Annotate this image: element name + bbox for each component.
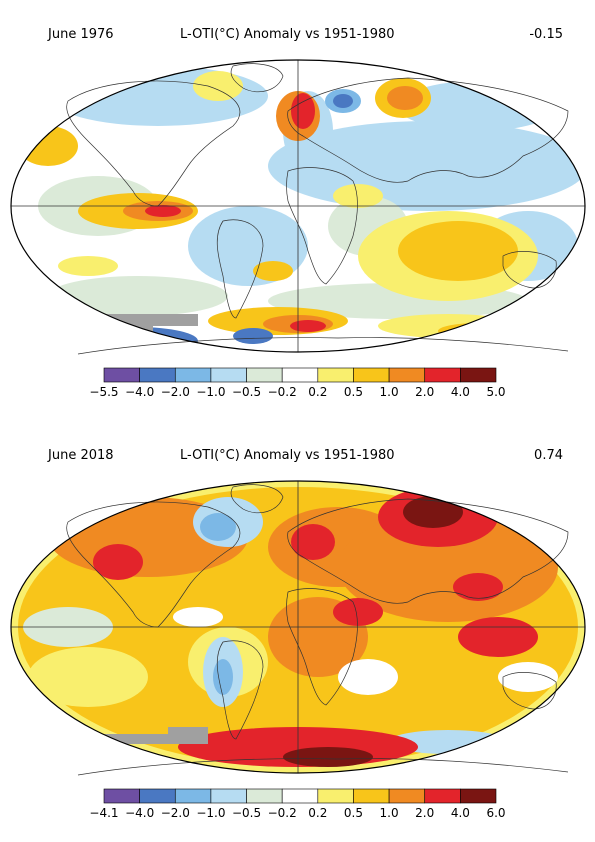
colorbar-swatch: [174, 788, 212, 804]
colorbar-swatches: [103, 788, 497, 804]
colorbar-swatch: [460, 788, 497, 804]
colorbar-swatch: [174, 367, 212, 383]
map-panel-june-2018: June 2018 L-OTI(°C) Anomaly vs 1951-1980…: [0, 421, 595, 842]
panel-date: June 2018: [48, 448, 114, 463]
colorbar: −5.5 −4.0 −2.0 −1.0 −0.5 −0.2 0.2 0.5 1.0 2.0 4.0 5…: [89, 367, 506, 399]
colorbar-tick-label: −5.5: [89, 385, 118, 399]
coastlines: [66, 63, 569, 355]
colorbar-tick-label: −0.2: [268, 806, 297, 820]
colorbar-swatch: [424, 788, 461, 804]
map-border: [10, 59, 586, 353]
colorbar-tick-label: −2.0: [161, 385, 190, 399]
colorbar-swatch: [246, 367, 283, 383]
colorbar-tick-label: 0.5: [344, 385, 363, 399]
colorbar-tick-label: −4.0: [125, 806, 154, 820]
colorbar-swatch: [139, 788, 176, 804]
panel-title: L-OTI(°C) Anomaly vs 1951-1980: [180, 27, 395, 42]
colorbar-tick-label: −0.5: [232, 385, 261, 399]
colorbar-tick-label: 2.0: [415, 806, 434, 820]
colorbar-tick-label: 5.0: [486, 385, 505, 399]
colorbar-tick-label: 0.5: [344, 806, 363, 820]
colorbar-swatch: [317, 367, 354, 383]
colorbar-swatch: [388, 367, 426, 383]
colorbar-swatch: [139, 367, 176, 383]
colorbar-swatch: [103, 367, 140, 383]
colorbar-tick-label: −1.0: [196, 806, 225, 820]
colorbar-tick-labels: −4.1 −4.0 −2.0 −1.0 −0.5 −0.2 0.2 0.5 1.0 2.0 4.0 6…: [89, 806, 505, 820]
map-panel-june-1976: June 1976 L-OTI(°C) Anomaly vs 1951-1980…: [10, 27, 586, 399]
colorbar-tick-label: 4.0: [451, 385, 470, 399]
colorbar-tick-label: 0.2: [308, 806, 327, 820]
colorbar-tick-label: 2.0: [415, 385, 434, 399]
colorbar-tick-label: −0.2: [268, 385, 297, 399]
colorbar-tick-label: −4.0: [125, 385, 154, 399]
colorbar-tick-label: 0.2: [308, 385, 327, 399]
colorbar-swatch: [353, 788, 390, 804]
colorbar-tick-label: −0.5: [232, 806, 261, 820]
colorbar-swatch: [388, 788, 426, 804]
colorbar-swatch: [210, 788, 247, 804]
colorbar-tick-label: −4.1: [89, 806, 118, 820]
colorbar-swatch: [460, 367, 497, 383]
colorbar-tick-label: 6.0: [486, 806, 505, 820]
coastlines: [66, 484, 569, 776]
world-anomaly-map: [10, 480, 586, 776]
panel-date: June 1976: [48, 27, 114, 42]
panel-title: L-OTI(°C) Anomaly vs 1951-1980: [180, 448, 395, 463]
colorbar-swatch: [281, 367, 319, 383]
global-mean-value: -0.15: [529, 27, 563, 42]
colorbar-tick-label: −2.0: [161, 806, 190, 820]
colorbar: −4.1 −4.0 −2.0 −1.0 −0.5 −0.2 0.2 0.5 1.0 2.0 4.0 6…: [89, 788, 506, 820]
colorbar-swatch: [103, 788, 140, 804]
colorbar-swatch: [210, 367, 247, 383]
colorbar-tick-label: 1.0: [380, 806, 399, 820]
world-anomaly-map: [10, 59, 586, 355]
colorbar-swatch: [246, 788, 283, 804]
colorbar-swatch: [424, 367, 461, 383]
colorbar-tick-label: 1.0: [380, 385, 399, 399]
colorbar-swatch: [317, 788, 354, 804]
global-mean-value: 0.74: [534, 448, 563, 463]
colorbar-swatch: [353, 367, 390, 383]
colorbar-tick-labels: −5.5 −4.0 −2.0 −1.0 −0.5 −0.2 0.2 0.5 1.0 2.0 4.0 5…: [89, 385, 505, 399]
map-border: [10, 480, 586, 774]
colorbar-tick-label: 4.0: [451, 806, 470, 820]
colorbar-swatches: [103, 367, 497, 383]
colorbar-swatch: [281, 788, 319, 804]
colorbar-tick-label: −1.0: [196, 385, 225, 399]
